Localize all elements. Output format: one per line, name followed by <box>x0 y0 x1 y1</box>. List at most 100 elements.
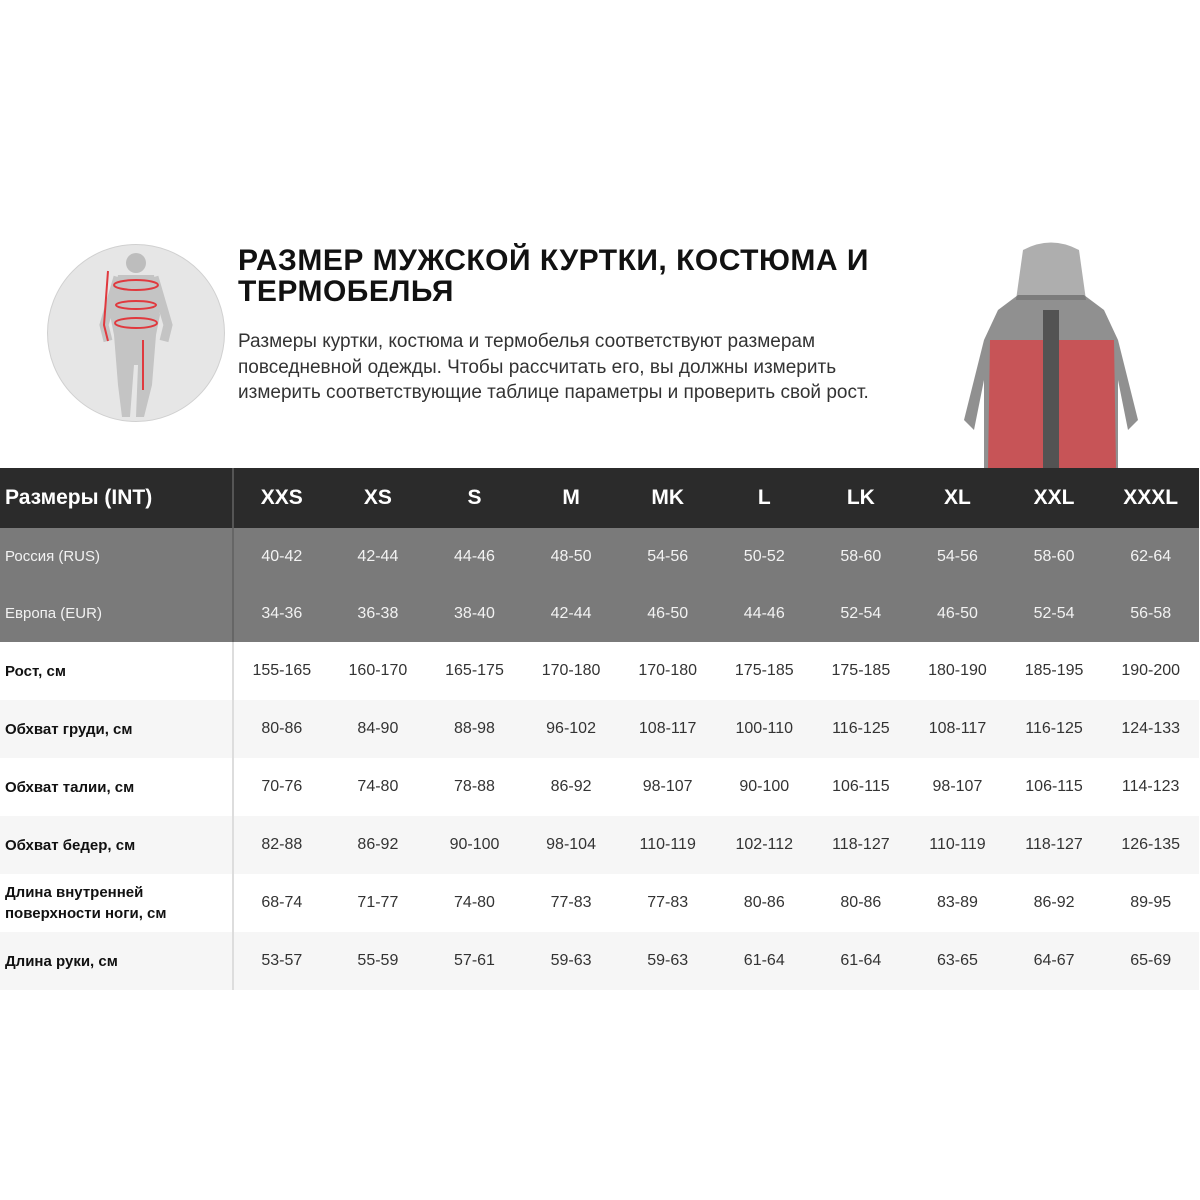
table-cell: 77-83 <box>550 894 592 911</box>
row-label: Обхват груди, см <box>0 700 234 758</box>
table-cell: 50-52 <box>743 547 785 565</box>
table-cell: 54-56 <box>936 547 978 565</box>
table-cell: 190-200 <box>1121 662 1181 679</box>
size-header-xs: XS <box>363 486 392 509</box>
row-label: Обхват талии, см <box>0 758 234 816</box>
table-cell: 98-107 <box>932 778 983 795</box>
table-cell: 59-63 <box>550 952 592 969</box>
table-cell: 77-83 <box>647 894 689 911</box>
table-cell: 126-135 <box>1121 836 1181 853</box>
table-row: Рост, см 155-165 160-170 165-175 170-180 170-… <box>0 642 1199 700</box>
table-cell: 61-64 <box>743 952 785 969</box>
table-row: Россия (RUS) 40-42 42-44 44-46 48-50 54-56 50-… <box>0 528 1199 585</box>
table-cell: 42-44 <box>357 547 399 565</box>
table-cell: 175-185 <box>831 662 891 679</box>
table-cell: 90-100 <box>449 836 500 853</box>
table-cell: 63-65 <box>936 952 978 969</box>
table-cell: 89-95 <box>1130 894 1172 911</box>
table-cell: 83-89 <box>936 894 978 911</box>
table-cell: 71-77 <box>357 894 399 911</box>
header-label: Размеры (INT) <box>0 468 234 528</box>
table-cell: 48-50 <box>550 547 592 565</box>
table-row: Обхват груди, см 80-86 84-90 88-98 96-102 108… <box>0 700 1199 758</box>
table-cell: 100-110 <box>735 720 794 737</box>
table-cell: 80-86 <box>743 894 785 911</box>
table-cell: 118-127 <box>832 836 890 853</box>
table-cell: 118-127 <box>1025 836 1083 853</box>
table-cell: 98-104 <box>546 836 596 853</box>
table-cell: 170-180 <box>638 662 698 679</box>
table-cell: 58-60 <box>840 547 882 565</box>
table-cell: 108-117 <box>638 720 697 737</box>
table-cell: 102-112 <box>735 836 794 853</box>
table-cell: 65-69 <box>1130 952 1172 969</box>
table-cell: 86-92 <box>550 778 592 795</box>
table-cell: 110-119 <box>639 836 696 853</box>
size-header-lk: LK <box>846 486 875 509</box>
table-cell: 61-64 <box>840 952 882 969</box>
table-cell: 175-185 <box>734 662 794 679</box>
table-row: Длина руки, см 53-57 55-59 57-61 59-63 59-63 6… <box>0 932 1199 990</box>
table-cell: 58-60 <box>1033 547 1075 565</box>
row-label: Обхват бедер, см <box>0 816 234 874</box>
table-cell: 80-86 <box>261 720 303 737</box>
table-cell: 38-40 <box>454 604 495 622</box>
table-cell: 114-123 <box>1121 778 1180 795</box>
table-cell: 74-80 <box>357 778 399 795</box>
table-cell: 42-44 <box>550 604 592 622</box>
table-cell: 55-59 <box>357 952 399 969</box>
table-cell: 52-54 <box>840 604 882 622</box>
table-cell: 106-115 <box>1025 778 1083 795</box>
row-label: Длина внутренней поверхности ноги, см <box>0 874 234 932</box>
table-cell: 80-86 <box>840 894 882 911</box>
table-cell: 96-102 <box>546 720 596 737</box>
table-cell: 57-61 <box>454 952 495 969</box>
table-cell: 155-165 <box>252 662 312 679</box>
table-cell: 116-125 <box>832 720 890 737</box>
table-cell: 170-180 <box>541 662 601 679</box>
table-cell: 90-100 <box>739 778 790 795</box>
table-cell: 82-88 <box>261 836 303 853</box>
table-cell: 98-107 <box>642 778 693 795</box>
size-header-mk: MK <box>651 486 684 509</box>
table-cell: 59-63 <box>647 952 689 969</box>
table-cell: 44-46 <box>454 547 495 565</box>
table-cell: 106-115 <box>832 778 890 795</box>
table-cell: 53-57 <box>261 952 303 969</box>
row-label: Длина руки, см <box>0 932 234 990</box>
row-label: Россия (RUS) <box>0 528 234 585</box>
table-cell: 86-92 <box>1033 894 1075 911</box>
table-row: Обхват талии, см 70-76 74-80 78-88 86-92 98-1… <box>0 758 1199 816</box>
size-header-m: M <box>562 486 580 509</box>
size-header-xxxl: XXXL <box>1123 486 1179 509</box>
table-row: Длина внутренней поверхности ноги, см 68-… <box>0 874 1199 932</box>
size-header-xxs: XXS <box>260 486 303 509</box>
table-cell: 46-50 <box>647 604 689 622</box>
table-row: Европа (EUR) 34-36 36-38 38-40 42-44 46-50 44-… <box>0 585 1199 642</box>
body-measurement-illustration <box>47 244 225 422</box>
table-cell: 40-42 <box>261 547 303 565</box>
row-label: Рост, см <box>0 642 234 700</box>
table-cell: 84-90 <box>357 720 399 737</box>
table-row: Обхват бедер, см 82-88 86-92 90-100 98-104 11… <box>0 816 1199 874</box>
table-cell: 62-64 <box>1130 547 1172 565</box>
body-figure-icon <box>99 253 173 417</box>
table-cell: 78-88 <box>454 778 495 795</box>
size-header-xxl: XXL <box>1033 486 1075 509</box>
table-cell: 56-58 <box>1130 604 1172 622</box>
table-cell: 116-125 <box>1025 720 1083 737</box>
table-cell: 54-56 <box>647 547 689 565</box>
table-cell: 108-117 <box>928 720 987 737</box>
table-cell: 165-175 <box>445 662 504 679</box>
table-cell: 44-46 <box>743 604 785 622</box>
table-cell: 34-36 <box>261 604 303 622</box>
table-cell: 110-119 <box>929 836 986 853</box>
table-cell: 185-195 <box>1024 662 1084 679</box>
table-cell: 74-80 <box>454 894 495 911</box>
table-cell: 46-50 <box>936 604 978 622</box>
table-cell: 88-98 <box>454 720 495 737</box>
row-label: Европа (EUR) <box>0 585 234 642</box>
size-header-l: L <box>757 486 771 509</box>
table-cell: 68-74 <box>261 894 303 911</box>
jacket-icon <box>964 242 1138 468</box>
